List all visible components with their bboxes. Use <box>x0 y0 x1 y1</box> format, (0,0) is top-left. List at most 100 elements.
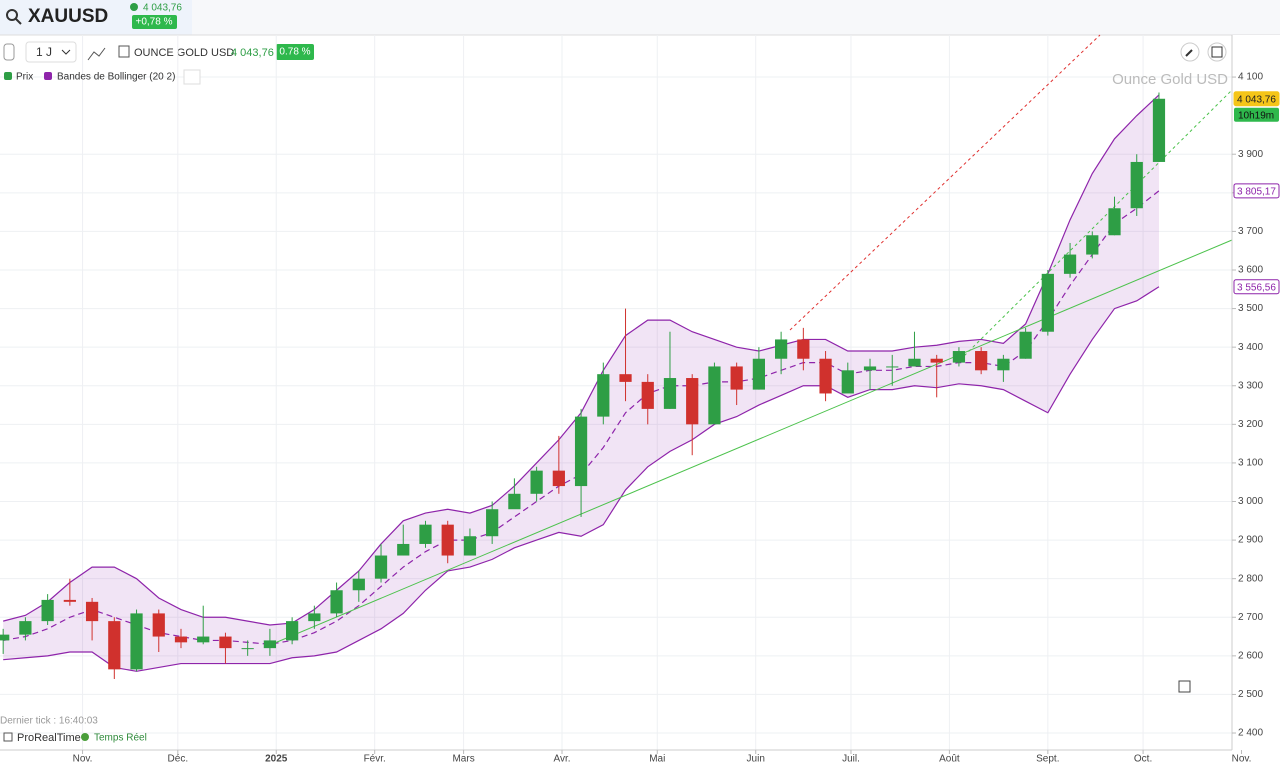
y-tick-label: 3 300 <box>1238 380 1263 391</box>
y-tick-label: 4 100 <box>1238 72 1263 83</box>
candle-body <box>463 536 477 556</box>
y-tick-label: 3 500 <box>1238 303 1263 314</box>
price-tag <box>1233 279 1280 295</box>
candle-body <box>1041 273 1054 332</box>
y-tick-label: 2 400 <box>1238 728 1263 739</box>
bollinger <box>3 94 1160 672</box>
x-tick-label: Nov. <box>1232 754 1252 765</box>
toolbar-change: 0.78 % <box>279 47 310 58</box>
feed: Temps Réel <box>94 733 147 744</box>
candle-body <box>997 358 1010 371</box>
y-tick-label: 2 700 <box>1238 612 1263 623</box>
header-change: +0,78 % <box>136 17 173 28</box>
candle-body <box>508 493 521 510</box>
candle-body <box>708 366 721 425</box>
legend-label[interactable]: Bandes de Bollinger (20 2) <box>57 72 175 83</box>
legend-swatch <box>44 72 52 80</box>
x-tick-label: Déc. <box>168 754 189 765</box>
candle-body <box>219 636 232 649</box>
x-tick-label: Mars <box>452 754 474 765</box>
legend-menu[interactable] <box>183 69 201 85</box>
candle-body <box>1108 208 1121 236</box>
candle-body <box>930 358 943 363</box>
price-tag-label: 4 043,76 <box>1237 94 1276 105</box>
candle-body <box>952 351 966 363</box>
candle-body <box>286 621 299 641</box>
info-icon[interactable] <box>118 45 130 58</box>
candle-body <box>0 634 10 641</box>
change-badge <box>132 15 177 29</box>
period-select[interactable] <box>25 41 77 63</box>
countdown: 10h19m <box>1238 110 1274 121</box>
candle-body <box>352 578 365 591</box>
header-price: 4 043,76 <box>143 3 182 14</box>
candle-body <box>19 621 32 635</box>
y-tick-label: 3 000 <box>1238 496 1263 507</box>
candle-body <box>597 374 610 417</box>
y-tick-label: 3 100 <box>1238 458 1263 469</box>
search-icon[interactable] <box>6 9 18 21</box>
candle-body <box>641 381 654 409</box>
handle-icon[interactable] <box>3 43 15 61</box>
candle-body <box>63 599 76 602</box>
candle-body <box>552 470 565 487</box>
candle-body <box>374 555 388 579</box>
candle-body <box>663 378 677 409</box>
candle-body <box>886 366 899 368</box>
x-tick-label: Juil. <box>842 754 860 765</box>
candle-body <box>730 366 743 390</box>
chevron <box>61 49 71 55</box>
price-tag-label: 3 805,17 <box>1237 186 1276 197</box>
window-icon <box>1211 46 1223 58</box>
candle-body <box>308 613 321 622</box>
candle-body <box>1063 254 1077 274</box>
band-middle <box>3 190 1160 645</box>
y-tick-label: 2 800 <box>1238 573 1263 584</box>
y-tick-label: 2 900 <box>1238 535 1263 546</box>
search-icon <box>15 18 22 25</box>
price-tag <box>1233 183 1280 199</box>
y-axis <box>1232 35 1280 772</box>
brand-icon <box>3 732 13 742</box>
window-button[interactable] <box>1207 42 1227 62</box>
top-bar <box>0 0 1280 35</box>
candle-body <box>908 358 921 367</box>
candle-body <box>686 378 699 425</box>
candle-body <box>419 524 432 544</box>
candle-body <box>263 640 277 649</box>
legend-label[interactable]: Prix <box>16 72 33 83</box>
candle-body <box>619 374 632 382</box>
countdown-tag <box>1234 107 1279 122</box>
candle-body <box>574 416 588 487</box>
feed-dot <box>81 733 89 741</box>
band-lower <box>3 286 1160 672</box>
x-tick-label: Mai <box>649 754 665 765</box>
candle-body <box>397 543 410 556</box>
info-button[interactable] <box>1178 680 1191 693</box>
y-tick-label: 3 600 <box>1238 265 1263 276</box>
chart-type-icon[interactable] <box>87 47 106 61</box>
candle-body <box>775 339 788 359</box>
candle-body <box>197 636 210 643</box>
candles <box>0 92 1166 680</box>
x-tick-label: Sept. <box>1036 754 1059 765</box>
candle-body <box>1086 235 1099 255</box>
x-tick-label: Avr. <box>553 754 570 765</box>
legend-swatch <box>4 72 12 80</box>
status-dot <box>130 3 138 11</box>
period: 1 J <box>36 45 52 59</box>
grid <box>0 35 1232 750</box>
x-tick-label: Févr. <box>364 754 386 765</box>
x-tick-label: Août <box>939 754 960 765</box>
candle-body <box>841 370 854 394</box>
y-tick-label: 3 400 <box>1238 342 1263 353</box>
candle-body <box>330 590 343 614</box>
toolbar-price: 4 043,76 <box>231 47 274 59</box>
y-tick-label: 3 700 <box>1238 226 1263 237</box>
x-tick-label: Juin <box>747 754 765 765</box>
candle-body <box>85 601 99 622</box>
candle-body <box>1019 331 1032 359</box>
watermark: Ounce Gold USD <box>1112 71 1228 88</box>
